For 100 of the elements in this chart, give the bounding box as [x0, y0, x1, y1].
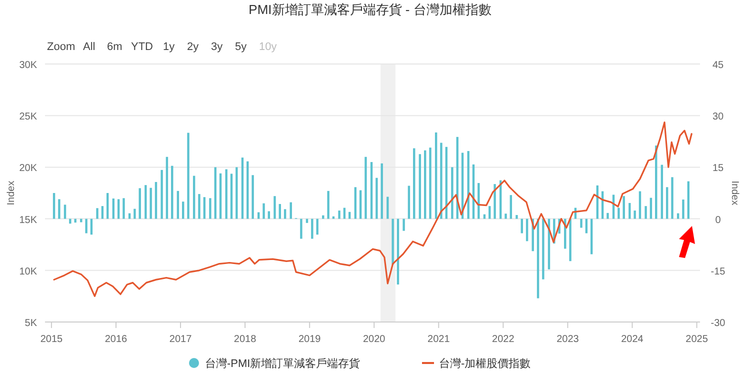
bar: [413, 148, 416, 219]
bar: [182, 202, 184, 219]
bar: [246, 161, 249, 219]
bar: [478, 183, 480, 219]
bar: [236, 167, 238, 219]
bar: [488, 206, 491, 219]
bar: [284, 209, 286, 219]
bar: [467, 151, 470, 219]
x-tick-label: 2017: [169, 334, 192, 345]
x-tick-label: 2021: [428, 334, 450, 345]
bar: [348, 212, 351, 219]
bar: [74, 218, 76, 223]
bar: [338, 210, 340, 219]
y2-tick-label: 0: [715, 214, 722, 226]
bar: [418, 154, 422, 219]
bar: [241, 158, 244, 219]
bar: [483, 214, 486, 219]
bar: [569, 218, 572, 262]
bar: [542, 218, 544, 280]
bar: [666, 187, 668, 219]
bar: [650, 198, 652, 219]
bar: [580, 218, 582, 228]
bar: [160, 170, 163, 219]
legend-label: 台灣-加權股價指數: [439, 357, 531, 370]
y-tick-label: 20K: [19, 163, 38, 174]
bar: [128, 213, 131, 219]
bar: [424, 150, 426, 219]
bar: [106, 193, 109, 219]
bar: [198, 194, 200, 219]
bar: [504, 214, 507, 219]
bar: [230, 174, 233, 219]
bar: [332, 216, 335, 219]
bar: [154, 182, 158, 219]
bar: [370, 162, 373, 219]
bar: [268, 211, 270, 219]
y2-axis-title: Index: [729, 180, 740, 206]
y2-tick-label: -30: [710, 318, 726, 329]
bar: [376, 178, 378, 219]
bar: [58, 199, 60, 219]
bar: [354, 187, 356, 219]
text: YTD: [131, 41, 154, 53]
bar: [117, 199, 120, 219]
text: All: [83, 41, 96, 53]
bar: [209, 198, 212, 219]
y-tick-label: 15K: [19, 214, 38, 226]
bar: [300, 218, 302, 239]
bar: [687, 181, 690, 219]
bar: [225, 169, 228, 219]
bar: [494, 184, 496, 219]
bar: [327, 190, 330, 219]
bar: [64, 204, 66, 219]
bar: [606, 212, 609, 219]
bar: [122, 198, 125, 219]
bar: [380, 163, 383, 219]
bar: [262, 203, 265, 219]
bar: [274, 196, 276, 219]
bar: [510, 195, 512, 219]
bar: [311, 218, 314, 239]
bar: [316, 218, 318, 235]
y2-tick-label: 45: [712, 60, 724, 71]
x-tick-label: 2020: [362, 334, 386, 345]
bar: [176, 190, 180, 219]
text: 1y: [163, 41, 176, 53]
bar: [364, 156, 367, 219]
bar: [359, 190, 362, 219]
x-tick-label: 2023: [556, 334, 580, 345]
bar: [219, 173, 222, 219]
bar: [203, 197, 206, 219]
bar: [634, 210, 636, 219]
bar: [138, 188, 141, 219]
bar: [192, 176, 196, 219]
bar: [392, 218, 394, 265]
bar: [628, 202, 631, 219]
y-axis-title: Index: [6, 180, 17, 206]
bar: [144, 185, 147, 219]
y-tick-label: 10K: [19, 266, 38, 278]
bar: [429, 148, 432, 219]
x-tick-label: 2018: [234, 334, 257, 345]
text: Zoom: [47, 41, 76, 53]
bar: [451, 167, 454, 219]
text: 5y: [235, 41, 248, 53]
bar: [516, 215, 518, 219]
bar: [278, 204, 281, 219]
bar: [69, 218, 72, 224]
bar: [171, 166, 174, 219]
y2-tick-label: 30: [712, 112, 724, 123]
bar: [408, 186, 410, 219]
bar: [622, 196, 625, 219]
bar: [590, 218, 593, 254]
bar: [101, 206, 104, 219]
y2-tick-label: -15: [710, 266, 726, 278]
bar: [187, 132, 190, 219]
bar: [258, 212, 260, 219]
bar: [112, 198, 115, 219]
y-tick-label: 5K: [24, 318, 38, 329]
chart-title: PMI新增訂單減客戶端存貨 - 台灣加權指數: [248, 2, 492, 17]
text: 2y: [187, 41, 200, 53]
bar: [676, 213, 680, 219]
x-tick-label: 2025: [686, 334, 708, 345]
x-tick-label: 2019: [298, 334, 322, 345]
